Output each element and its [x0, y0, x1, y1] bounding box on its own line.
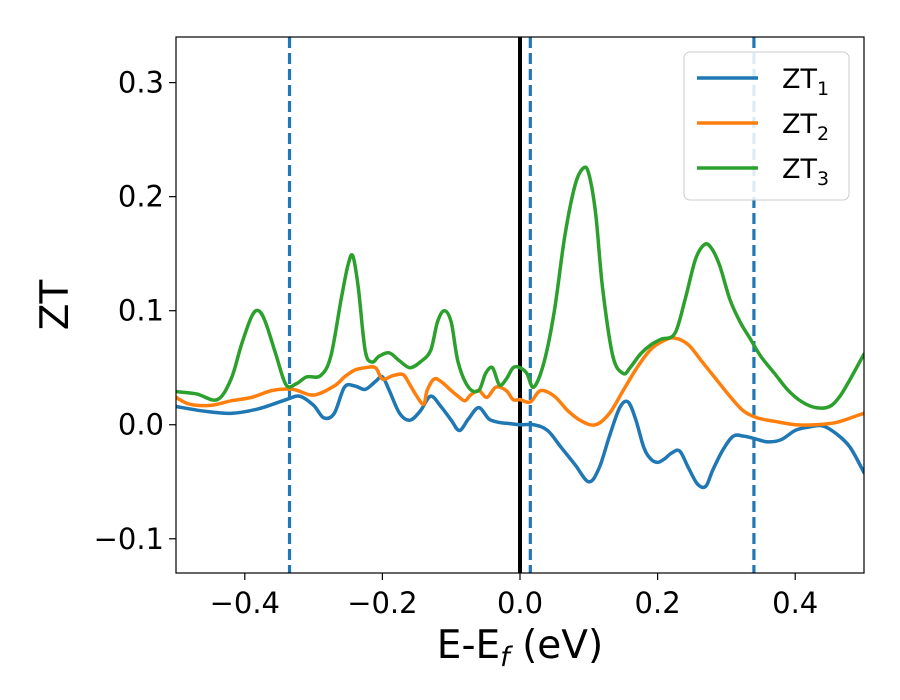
legend-label-zt2: ZT2 [782, 109, 829, 145]
x-tick-label: 0.4 [772, 586, 818, 620]
legend-label-zt3: ZT3 [782, 154, 829, 190]
y-tick-label: 0.2 [118, 180, 164, 214]
x-tick-label: −0.4 [210, 586, 280, 620]
y-tick-label: 0.3 [118, 66, 164, 100]
y-tick-label: −0.1 [94, 522, 164, 556]
x-axis-title-main: E-E [437, 623, 500, 668]
y-tick-label: 0.0 [118, 408, 164, 442]
x-axis-title: E-Ef (eV) [437, 623, 603, 673]
y-axis-ticks: −0.1 0.0 0.1 0.2 0.3 [94, 66, 176, 556]
series-line-zt1 [176, 374, 864, 490]
series-layer [176, 165, 864, 490]
x-tick-label: −0.2 [347, 586, 417, 620]
legend-items: ZT1 ZT2 ZT3 [697, 64, 829, 190]
series-line-zt2 [176, 336, 864, 427]
series-line-zt3 [176, 165, 864, 410]
y-axis-title: ZT [33, 280, 78, 331]
x-axis-ticks: −0.4 −0.2 0.0 0.2 0.4 [210, 573, 818, 620]
x-tick-label: 0.2 [635, 586, 681, 620]
legend: ZT1 ZT2 ZT3 [683, 51, 850, 201]
legend-box [683, 51, 850, 201]
x-axis-title-unit: (eV) [510, 623, 604, 668]
legend-label-zt1: ZT1 [782, 64, 829, 100]
x-tick-label: 0.0 [497, 586, 543, 620]
y-tick-label: 0.1 [118, 294, 164, 328]
